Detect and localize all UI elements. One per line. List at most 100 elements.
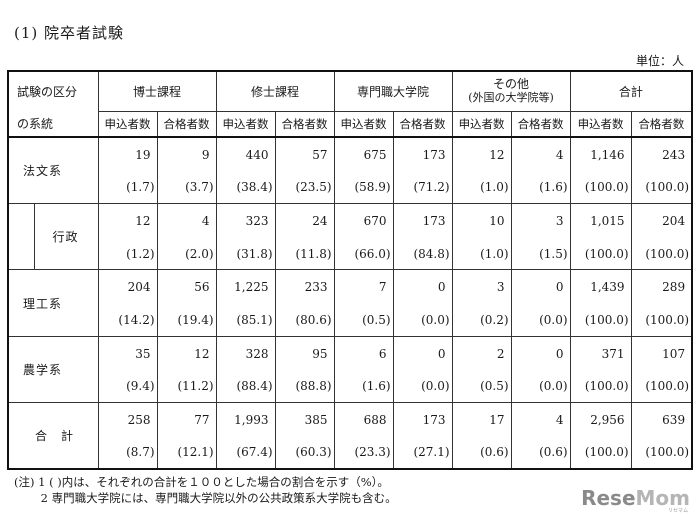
- logo-text-b: Mom: [635, 486, 690, 510]
- value-cell: 204: [97, 269, 158, 305]
- value-cell: 95: [274, 335, 335, 371]
- pct-cell: (84.8): [392, 237, 453, 271]
- value-cell: 4: [510, 402, 571, 437]
- subheader-cell: 合格者数: [274, 110, 335, 139]
- value-cell: 17: [451, 402, 512, 437]
- value-cell: 35: [97, 335, 158, 371]
- value-cell: 323: [215, 203, 276, 238]
- value-cell: 57: [274, 136, 335, 172]
- pct-cell: (12.1): [156, 436, 217, 471]
- value-cell: 1,225: [215, 269, 276, 305]
- footnote-1: (注) 1 ( )内は、それぞれの合計を１００とした場合の割合を示す（%）。: [14, 475, 389, 489]
- value-cell: 4: [510, 136, 571, 172]
- group-header-other-line1: その他: [493, 77, 530, 92]
- value-cell: 2: [451, 335, 512, 371]
- value-cell: 6: [333, 335, 394, 371]
- pct-cell: (100.0): [569, 370, 632, 404]
- footnote-2: 2 専門職大学院には、専門職大学院以外の公共政策系大学院も含む。: [14, 491, 397, 505]
- pct-cell: (1.6): [333, 370, 394, 404]
- row-label-law: 法文系: [6, 136, 99, 205]
- value-cell: 24: [274, 203, 335, 238]
- pct-cell: (100.0): [569, 237, 632, 271]
- pct-cell: (1.6): [510, 171, 571, 205]
- value-cell: 258: [97, 402, 158, 437]
- pct-cell: (0.5): [451, 370, 512, 404]
- pct-cell: (0.5): [333, 304, 394, 337]
- value-cell: 1,993: [215, 402, 276, 437]
- pct-cell: (1.0): [451, 237, 512, 271]
- group-header-master: 修士課程: [215, 69, 335, 112]
- group-header-professional: 専門職大学院: [333, 69, 453, 112]
- table-row-science-pcts: (14.2) (19.4) (85.1) (80.6) (0.5) (0.0) …: [8, 304, 694, 337]
- pct-cell: (0.6): [510, 436, 571, 471]
- pct-cell: (60.3): [274, 436, 335, 471]
- subheader-cell: 合格者数: [510, 110, 571, 139]
- pct-cell: (11.8): [274, 237, 335, 271]
- value-cell: 328: [215, 335, 276, 371]
- header-row-groups: 試験の区分 博士課程 修士課程 専門職大学院 その他 (外国の大学院等) 合計: [6, 69, 694, 112]
- row-label-header-bottom: の系統: [6, 111, 99, 139]
- pct-cell: (9.4): [97, 370, 158, 404]
- pct-cell: (0.6): [451, 436, 512, 471]
- footnotes: (注) 1 ( )内は、それぞれの合計を１００とした場合の割合を示す（%）。 2…: [14, 474, 397, 506]
- pct-cell: (66.0): [333, 237, 394, 271]
- pct-cell: (100.0): [630, 370, 694, 404]
- value-cell: 56: [156, 269, 217, 305]
- value-cell: 173: [392, 136, 453, 172]
- pct-cell: (38.4): [215, 171, 276, 205]
- exam-results-table: 試験の区分 博士課程 修士課程 専門職大学院 その他 (外国の大学院等) 合計 …: [6, 69, 694, 471]
- pct-cell: (100.0): [569, 304, 632, 337]
- subheader-cell: 合格者数: [630, 110, 694, 139]
- pct-cell: (100.0): [569, 436, 632, 471]
- resemom-logo: ReseMom: [581, 486, 690, 510]
- pct-cell: (80.6): [274, 304, 335, 337]
- subheader-cell: 申込者数: [97, 110, 158, 139]
- subheader-cell: 申込者数: [451, 110, 512, 139]
- value-cell: 173: [392, 402, 453, 437]
- subheader-cell: 申込者数: [333, 110, 394, 139]
- row-label-agriculture: 農学系: [6, 335, 99, 404]
- pct-cell: (100.0): [630, 171, 694, 205]
- table-row-law-values: 法文系 19 9 440 57 675 173 12 4 1,146 243: [6, 136, 694, 205]
- pct-cell: (31.8): [215, 237, 276, 271]
- value-cell: 0: [510, 269, 571, 305]
- value-cell: 12: [97, 203, 158, 238]
- pct-cell: (88.8): [274, 370, 335, 404]
- logo-subtext: リセマム: [667, 508, 688, 514]
- value-cell: 1,146: [569, 136, 632, 172]
- pct-cell: (100.0): [569, 171, 632, 205]
- group-header-other-line2: (外国の大学院等): [468, 91, 554, 105]
- pct-cell: (100.0): [630, 436, 694, 471]
- pct-cell: (100.0): [630, 237, 694, 271]
- subheader-cell: 合格者数: [156, 110, 217, 139]
- pct-cell: (23.3): [333, 436, 394, 471]
- value-cell: 77: [156, 402, 217, 437]
- pct-cell: (27.1): [392, 436, 453, 471]
- subheader-cell: 申込者数: [215, 110, 276, 139]
- pct-cell: (0.0): [510, 304, 571, 337]
- value-cell: 9: [156, 136, 217, 172]
- value-cell: 385: [274, 402, 335, 437]
- pct-cell: (3.7): [156, 171, 217, 205]
- value-cell: 12: [156, 335, 217, 371]
- pct-cell: (19.4): [156, 304, 217, 337]
- value-cell: 289: [630, 269, 694, 305]
- group-header-doctor: 博士課程: [97, 69, 217, 112]
- pct-cell: (1.7): [97, 171, 158, 205]
- value-cell: 4: [156, 203, 217, 238]
- pct-cell: (11.2): [156, 370, 217, 404]
- row-label-science: 理工系: [6, 269, 99, 337]
- value-cell: 1,015: [569, 203, 632, 238]
- value-cell: 173: [392, 203, 453, 238]
- table-row-agri-values: 農学系 35 12 328 95 6 0 2 0 371 107: [6, 335, 694, 404]
- value-cell: 2,956: [569, 402, 632, 437]
- value-cell: 107: [630, 335, 694, 371]
- pct-cell: (0.0): [392, 304, 453, 337]
- row-label-total: 合 計: [6, 402, 99, 471]
- table-row-total-pcts: (8.7) (12.1) (67.4) (60.3) (23.3) (27.1)…: [8, 436, 694, 471]
- subheader-cell: 合格者数: [392, 110, 453, 139]
- logo-text-a: Rese: [581, 486, 636, 510]
- pct-cell: (1.5): [510, 237, 571, 271]
- pct-cell: (23.5): [274, 171, 335, 205]
- table-row-law-pcts: (1.7) (3.7) (38.4) (23.5) (58.9) (71.2) …: [8, 171, 694, 205]
